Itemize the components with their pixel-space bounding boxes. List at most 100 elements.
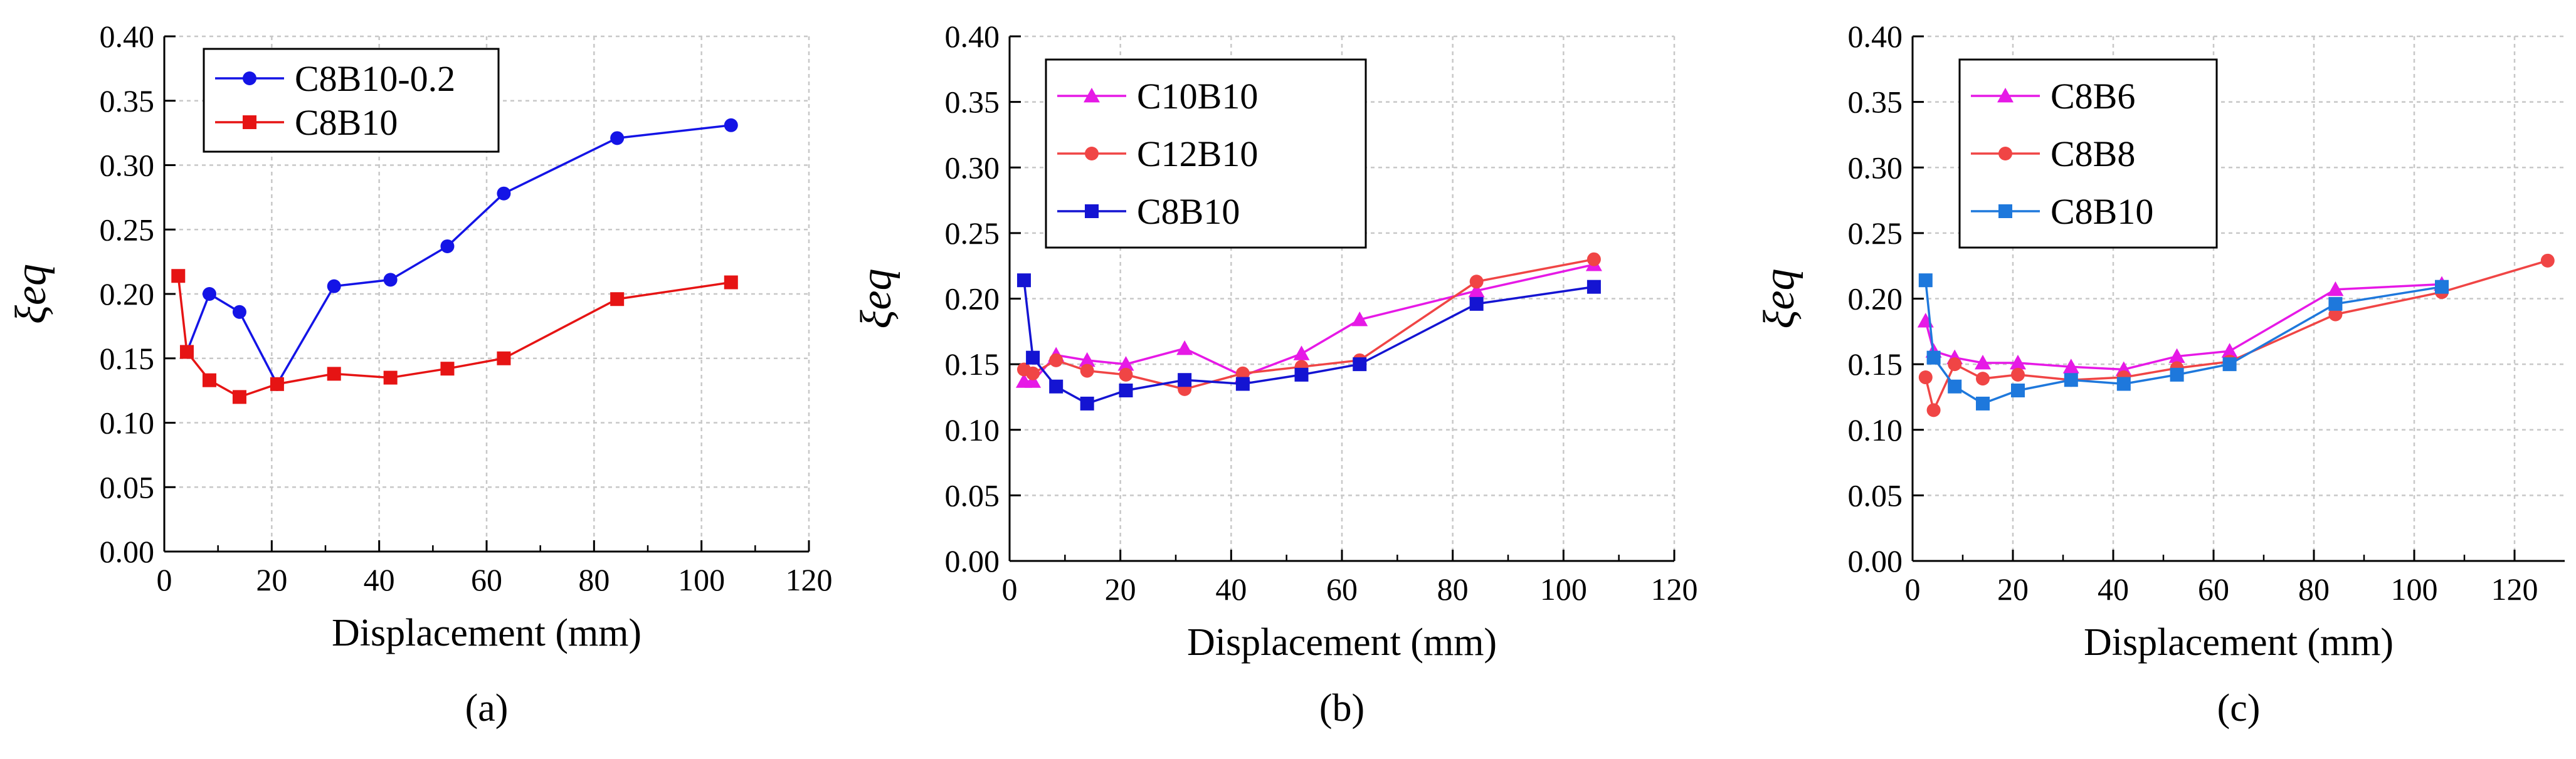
data-point (2062, 359, 2079, 374)
chart-panel-3: 0 20 40 60 80 100 120 0.00 0.05 0.10 0.15 0.20 0.25 0… (1755, 19, 2565, 730)
data-point (497, 186, 511, 201)
data-point (1178, 373, 1192, 387)
y-axis-label: ξeq (852, 268, 900, 328)
data-point (1926, 403, 1941, 417)
x-tick-label: 0 (1905, 572, 1921, 607)
data-point (610, 131, 625, 145)
data-point (1026, 366, 1040, 380)
data-point (1235, 377, 1250, 391)
data-point (1353, 357, 1367, 372)
data-point (2170, 367, 2184, 382)
legend-label: C8B10 (1137, 191, 1240, 232)
y-tick-label: 0.05 (1848, 478, 1903, 513)
y-tick-label: 0.25 (945, 216, 1000, 251)
x-axis-label: Displacement (mm) (1187, 621, 1497, 664)
x-axis-label: Displacement (mm) (2084, 621, 2394, 664)
panel-label: (c) (2217, 687, 2261, 730)
data-point (610, 292, 625, 306)
x-tick-label: 100 (1540, 572, 1587, 607)
data-point (2010, 355, 2026, 370)
data-point (1468, 282, 1485, 298)
legend-label: C8B10 (295, 102, 398, 143)
y-tick-label: 0.10 (1848, 412, 1903, 448)
data-point (1926, 350, 1941, 365)
y-tick-label: 0.40 (100, 19, 155, 54)
data-point (1469, 296, 1484, 311)
x-tick-label: 40 (1215, 572, 1247, 607)
y-tick-label: 0.00 (1848, 543, 1903, 578)
data-point (270, 377, 284, 391)
y-axis-label: ξeq (7, 264, 55, 324)
data-point (202, 373, 216, 387)
data-point (1080, 364, 1094, 378)
data-point (1119, 383, 1133, 397)
y-tick-label: 0.30 (100, 148, 155, 183)
legend-marker (1085, 147, 1099, 160)
data-point (724, 275, 738, 290)
x-tick-label: 40 (364, 562, 395, 597)
data-point (171, 269, 186, 283)
data-point (2540, 253, 2555, 268)
x-tick-label: 80 (2298, 572, 2330, 607)
data-point (1026, 350, 1040, 365)
data-point (327, 367, 341, 381)
x-tick-label: 80 (578, 562, 610, 597)
data-point (1586, 252, 1601, 266)
x-tick-label: 60 (471, 562, 502, 597)
y-tick-label: 0.40 (1848, 19, 1903, 54)
y-tick-label: 0.20 (1848, 281, 1903, 317)
y-tick-label: 0.25 (100, 212, 155, 247)
data-point (327, 279, 341, 293)
series-line-c8b6 (1924, 283, 2442, 371)
legend-label: C8B10-0.2 (295, 58, 455, 99)
x-tick-label: 20 (1105, 572, 1136, 607)
data-point (2222, 357, 2237, 372)
data-point (2328, 296, 2343, 311)
data-point (1049, 379, 1064, 394)
x-tick-label: 40 (2098, 572, 2129, 607)
data-point (1469, 275, 1484, 289)
data-point (724, 118, 738, 132)
legend-marker (243, 115, 256, 129)
y-tick-label: 0.20 (100, 276, 155, 311)
legend-marker (1085, 204, 1099, 218)
data-point (1948, 379, 1962, 394)
legend-label: C10B10 (1137, 76, 1258, 117)
x-tick-label: 100 (678, 562, 725, 597)
x-tick-label: 0 (1002, 572, 1018, 607)
x-tick-label: 120 (2491, 572, 2538, 607)
panel-label: (a) (465, 687, 509, 730)
data-point (2116, 377, 2131, 391)
data-point (2168, 348, 2185, 363)
data-point (1235, 366, 1250, 380)
y-tick-label: 0.00 (100, 534, 155, 569)
data-point (1586, 280, 1601, 294)
data-point (202, 287, 216, 301)
data-point (1025, 373, 1042, 388)
data-point (1948, 357, 1962, 372)
data-point (2328, 307, 2343, 322)
y-tick-label: 0.25 (1848, 216, 1903, 251)
x-axis-label: Displacement (mm) (332, 612, 641, 654)
data-point (232, 305, 246, 319)
series-line-c12b10 (1023, 258, 1595, 390)
x-tick-label: 0 (157, 562, 172, 597)
data-point (1176, 340, 1193, 355)
data-point (383, 370, 398, 385)
data-point (1975, 355, 1991, 370)
data-point (2327, 281, 2344, 296)
y-tick-label: 0.05 (100, 469, 155, 505)
y-tick-label: 0.15 (1848, 347, 1903, 382)
data-point (497, 351, 511, 365)
x-tick-label: 100 (2391, 572, 2438, 607)
data-point (179, 345, 194, 359)
x-tick-label: 120 (786, 562, 833, 597)
data-point (1016, 273, 1031, 288)
legend-marker (1084, 88, 1100, 103)
data-point (2064, 373, 2078, 387)
data-point (1049, 353, 1064, 367)
legend-label: C8B8 (2051, 133, 2135, 174)
chart-panel-1: 0 20 40 60 80 100 120 0.00 0.05 0.10 0.15 0.20 0.25 0… (7, 19, 833, 730)
panel-label: (b) (1319, 687, 1365, 730)
legend-label: C12B10 (1137, 133, 1258, 174)
